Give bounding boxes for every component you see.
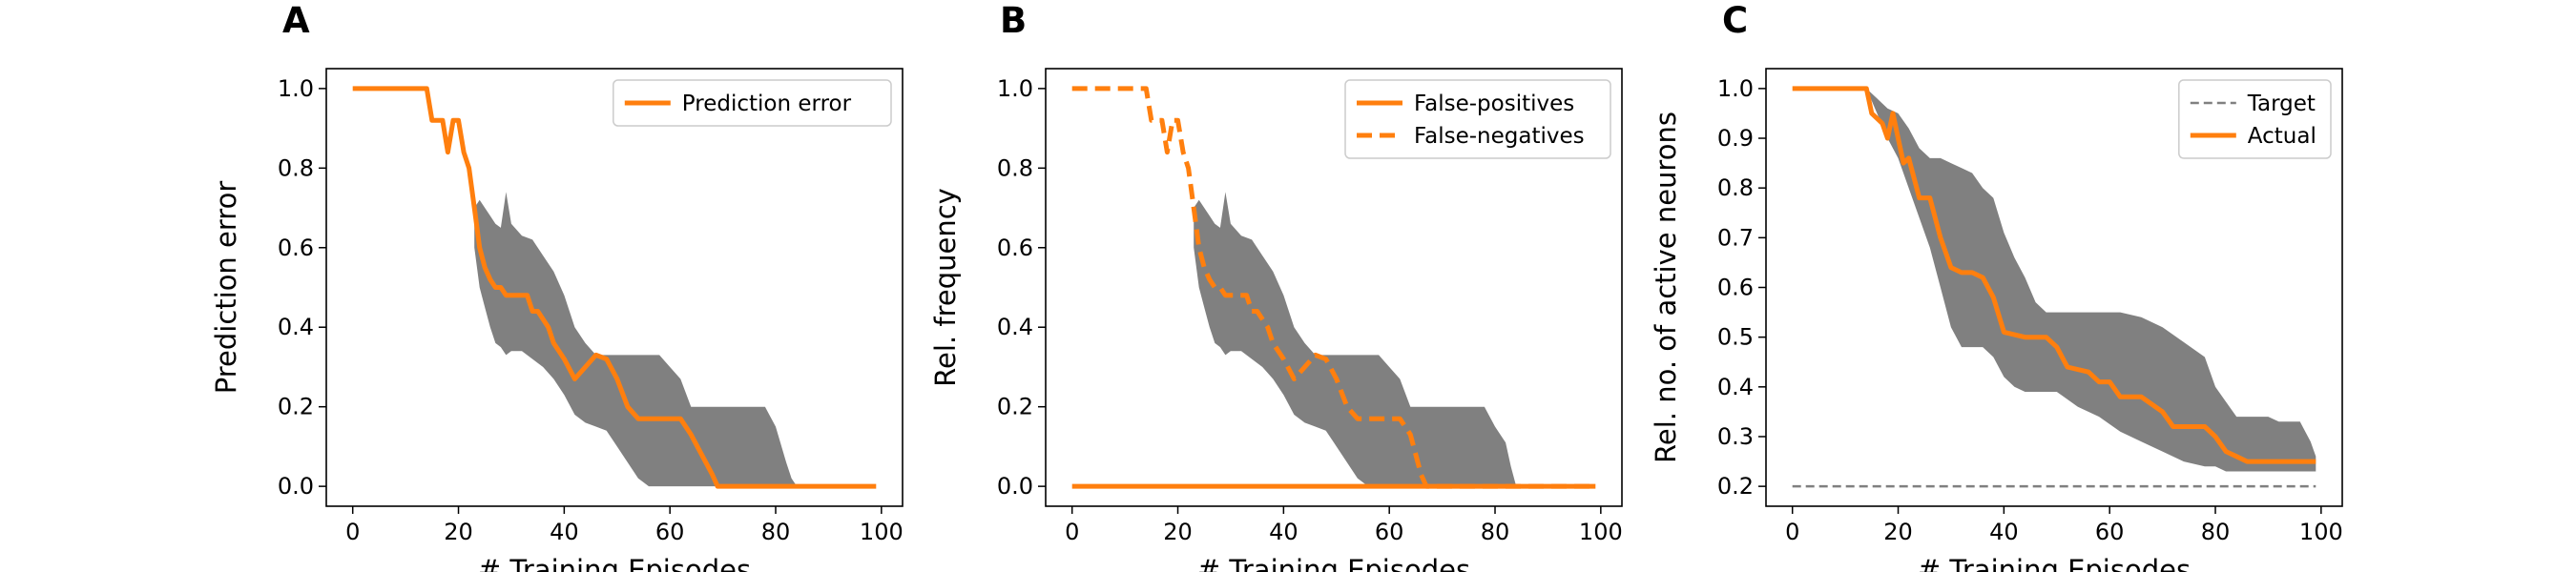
panel-letter: A bbox=[282, 0, 310, 41]
series-line-false-negatives bbox=[1071, 86, 1596, 489]
y-tick-label: 0.8 bbox=[278, 154, 314, 181]
x-tick-label: 0 bbox=[1785, 519, 1799, 545]
x-tick-label: 60 bbox=[655, 519, 685, 545]
y-tick-label: 0.0 bbox=[997, 473, 1033, 500]
confidence-band bbox=[1866, 88, 2316, 472]
axes-frame bbox=[325, 68, 904, 507]
y-tick-label: 0.8 bbox=[1717, 174, 1754, 201]
x-tick-label: 100 bbox=[2299, 519, 2343, 545]
confidence-band bbox=[1194, 192, 1517, 487]
y-axis-label: Rel. no. of active neurons bbox=[1650, 112, 1682, 463]
y-tick-label: 0.6 bbox=[1717, 275, 1754, 301]
y-axis-label: Rel. frequency bbox=[929, 188, 962, 387]
plot-area bbox=[352, 86, 877, 489]
y-tick-label: 0.2 bbox=[278, 394, 314, 420]
panel-c: C 0 20 40 60 80 100 0.2 0.3 0.4 0.5 0.6 0.7 0.8 0.9 1.0… bbox=[1650, 0, 2343, 572]
x-tick-label: 60 bbox=[2095, 519, 2125, 545]
x-tick-label: 40 bbox=[550, 519, 579, 545]
y-tick-label: 1.0 bbox=[278, 75, 314, 102]
x-tick-label: 0 bbox=[1065, 519, 1079, 545]
confidence-band bbox=[474, 192, 798, 487]
x-tick-label: 60 bbox=[1375, 519, 1404, 545]
x-tick-label: 80 bbox=[2201, 519, 2231, 545]
axes-frame bbox=[1045, 68, 1623, 507]
panel-letter: C bbox=[1722, 0, 1748, 41]
x-tick-label: 80 bbox=[761, 519, 791, 545]
x-tick-label: 100 bbox=[860, 519, 904, 545]
series-line-actual bbox=[1792, 86, 2316, 464]
y-tick-label: 1.0 bbox=[997, 75, 1033, 102]
y-tick-label: 1.0 bbox=[1717, 75, 1754, 102]
plot-area bbox=[1792, 86, 2316, 488]
y-tick-label: 0.4 bbox=[997, 314, 1033, 340]
panel-a: A 0 20 40 60 80 100 0.0 0.2 0.4 0.6 0.8 1.0 # Trainin… bbox=[210, 0, 904, 572]
x-tick-label: 40 bbox=[1989, 519, 2019, 545]
legend-label: False-positives bbox=[1414, 92, 1574, 116]
y-tick-label: 0.4 bbox=[1717, 374, 1754, 400]
x-tick-label: 20 bbox=[444, 519, 473, 545]
y-tick-label: 0.6 bbox=[997, 235, 1033, 261]
y-tick-label: 0.8 bbox=[997, 154, 1033, 181]
x-tick-label: 20 bbox=[1883, 519, 1913, 545]
x-axis-label: # Training Episodes bbox=[1918, 554, 2191, 572]
legend: Target Actual bbox=[2178, 79, 2332, 159]
y-tick-label: 0.6 bbox=[278, 235, 314, 261]
legend: False-positives False-negatives bbox=[1344, 79, 1611, 159]
legend-box bbox=[613, 79, 892, 127]
y-tick-label: 0.2 bbox=[997, 394, 1033, 420]
y-tick-label: 0.7 bbox=[1717, 224, 1754, 251]
legend-label: Target bbox=[2247, 92, 2316, 116]
x-tick-label: 0 bbox=[345, 519, 360, 545]
x-tick-label: 80 bbox=[1481, 519, 1510, 545]
y-tick-label: 0.2 bbox=[1717, 473, 1754, 500]
series-line-prediction-error bbox=[352, 86, 877, 489]
x-axis-label: # Training Episodes bbox=[478, 554, 751, 572]
y-tick-label: 0.3 bbox=[1717, 423, 1754, 450]
plot-area bbox=[1071, 86, 1596, 489]
x-tick-label: 40 bbox=[1269, 519, 1298, 545]
panel-letter: B bbox=[1000, 0, 1027, 41]
x-tick-label: 20 bbox=[1163, 519, 1193, 545]
legend-label: Prediction error bbox=[682, 92, 852, 116]
y-tick-label: 0.9 bbox=[1717, 125, 1754, 152]
x-axis-label: # Training Episodes bbox=[1197, 554, 1470, 572]
y-tick-label: 0.4 bbox=[278, 314, 314, 340]
panel-b: B 0 20 40 60 80 100 0.0 0.2 0.4 0.6 0.8 1.0 # Trainin… bbox=[929, 0, 1623, 572]
legend-box bbox=[1344, 79, 1611, 159]
y-tick-label: 0.0 bbox=[278, 473, 314, 500]
y-tick-label: 0.5 bbox=[1717, 324, 1754, 351]
legend: Prediction error bbox=[613, 79, 892, 127]
y-axis-label: Prediction error bbox=[210, 181, 242, 395]
legend-label: Actual bbox=[2248, 124, 2316, 149]
legend-box bbox=[2178, 79, 2332, 159]
legend-label: False-negatives bbox=[1414, 124, 1585, 149]
x-tick-label: 100 bbox=[1579, 519, 1623, 545]
